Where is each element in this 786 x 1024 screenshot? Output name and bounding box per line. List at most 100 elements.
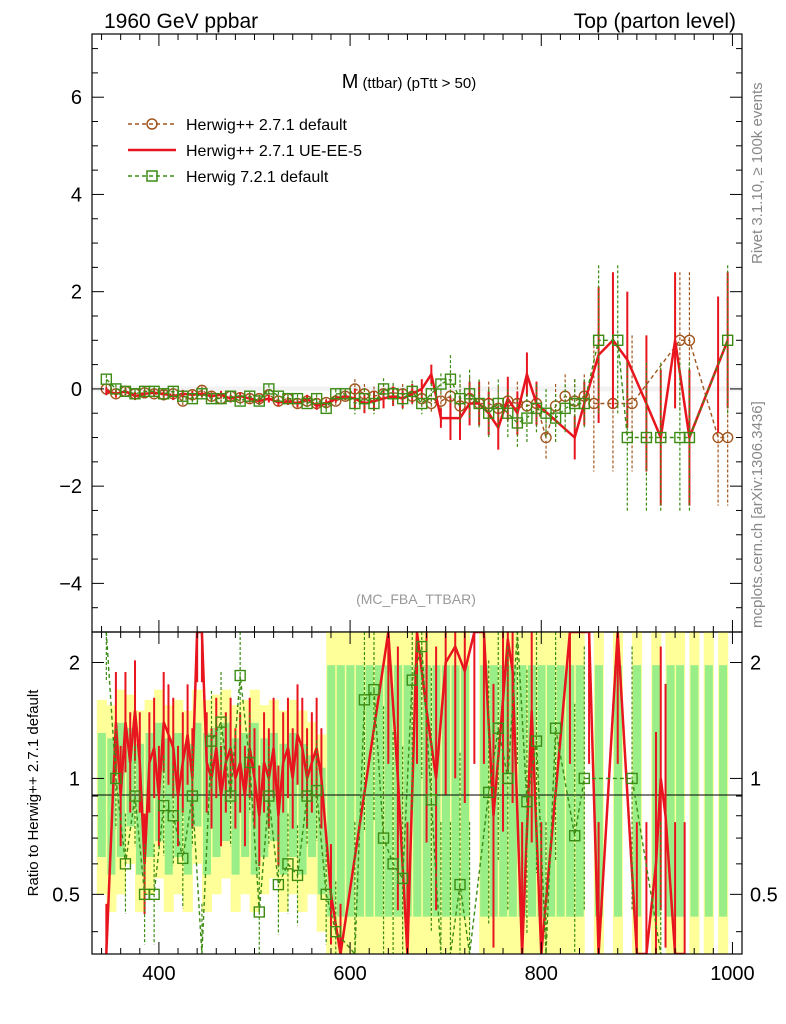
line-h721 <box>105 339 729 439</box>
point-h721 <box>482 407 495 419</box>
y-tick-label: −2 <box>59 476 82 498</box>
point-h721 <box>640 431 653 444</box>
ratio-point-h721 <box>167 810 179 822</box>
uncertainty-band-green <box>666 665 675 917</box>
ratio-point-h721 <box>425 794 438 806</box>
series-h721 <box>100 265 734 513</box>
ratio-point-h721 <box>454 878 466 891</box>
ratio-point-h721 <box>282 858 294 870</box>
ratio-point-h721 <box>569 830 581 842</box>
legend: Herwig++ 2.7.1 default Herwig++ 2.7.1 UE… <box>128 117 362 186</box>
y-tick-label: −4 <box>59 573 82 595</box>
ratio-point-h721 <box>244 756 256 769</box>
ratio-y-tick-label-right: 2 <box>750 652 761 674</box>
ratio-point-h721 <box>482 786 495 799</box>
point-h721 <box>444 373 457 385</box>
ratio-point-h721 <box>310 784 323 797</box>
ratio-point-h721 <box>157 799 170 812</box>
ratio-point-h721 <box>148 888 160 901</box>
uncertainty-band-green <box>690 665 699 917</box>
x-tick-label: 800 <box>525 963 558 985</box>
point-h721 <box>621 431 633 444</box>
point-h721 <box>310 392 323 405</box>
ratio-y-tick-label: 0.5 <box>52 884 80 906</box>
point-h721 <box>578 397 590 410</box>
point-h721 <box>492 397 504 410</box>
analysis-tag: (MC_FBA_TTBAR) <box>356 591 476 607</box>
ratio-y-tick-label: 1 <box>69 768 80 790</box>
point-h721 <box>592 334 605 346</box>
ratio-plot-frame <box>91 631 743 955</box>
ratio-point-h721 <box>626 772 638 785</box>
point-h721 <box>339 388 352 400</box>
ratio-point-h721 <box>549 722 562 734</box>
ratio-point-h721 <box>358 694 371 706</box>
ratio-point-h721 <box>263 790 275 802</box>
point-h721 <box>502 407 514 419</box>
uncertainty-band-green <box>676 665 685 917</box>
point-default <box>540 431 552 444</box>
uncertainty-band-green <box>719 665 728 917</box>
legend-label-ueee5: Herwig++ 2.7.1 UE-EE-5 <box>186 143 362 160</box>
ratio-point-h721 <box>377 832 390 844</box>
y-tick-label: 6 <box>71 87 82 109</box>
ratio-point-h721 <box>416 640 428 653</box>
point-h721 <box>655 431 667 444</box>
ratio-point-h721 <box>330 925 342 938</box>
uncertainty-band-green <box>594 665 603 917</box>
uncertainty-band-green <box>183 743 192 875</box>
uncertainty-band-green <box>451 665 460 917</box>
legend-entry-h721: Herwig 7.2.1 default <box>128 169 329 186</box>
ratio-point-h721 <box>291 869 304 882</box>
legend-entry-default: Herwig++ 2.7.1 default <box>128 117 348 134</box>
point-h721 <box>473 397 485 410</box>
point-h721 <box>396 392 409 405</box>
rivet-version-label: Rivet 3.1.10, ≥ 100k events <box>749 82 766 264</box>
x-tick-label: 1000 <box>710 963 755 985</box>
uncertainty-band-green <box>298 743 307 875</box>
uncertainty-band-green <box>384 665 393 917</box>
uncertainty-band-green <box>336 665 345 917</box>
ratio-point-h721 <box>578 772 590 785</box>
ratio-point-h721 <box>110 772 122 785</box>
ratio-point-h721 <box>396 872 409 885</box>
point-h721 <box>263 383 275 395</box>
ratio-y-axis-label: Ratio to Herwig++ 2.7.1 default <box>25 689 42 897</box>
plot-title: M (ttbar) (pTtt > 50) <box>342 71 476 93</box>
point-h721 <box>406 385 418 398</box>
point-h721 <box>425 388 438 400</box>
uncertainty-band-green <box>613 665 623 917</box>
x-tick-label: 400 <box>142 963 175 985</box>
legend-entry-ueee5: Herwig++ 2.7.1 UE-EE-5 <box>128 143 362 160</box>
point-h721 <box>549 412 562 424</box>
x-tick-label: 600 <box>333 963 366 985</box>
legend-marker-h721 <box>146 170 158 182</box>
uncertainty-band-green <box>537 665 546 917</box>
line-ueee5 <box>105 338 729 443</box>
uncertainty-band-green <box>346 665 355 917</box>
header-left: 1960 GeV ppbar <box>104 10 258 33</box>
uncertainty-band-green <box>518 665 527 917</box>
ratio-point-h721 <box>186 790 199 802</box>
ratio-point-h721 <box>234 669 246 682</box>
line-default <box>105 339 728 441</box>
uncertainty-band-green <box>193 722 202 827</box>
ratio-point-h721 <box>272 878 285 891</box>
ratio-point-h721 <box>320 888 332 901</box>
uncertainty-band-green <box>633 665 642 917</box>
legend-label-h721: Herwig 7.2.1 default <box>186 169 329 186</box>
y-tick-label: 4 <box>71 184 82 206</box>
point-h721 <box>416 397 428 410</box>
ratio-point-h721 <box>224 790 237 802</box>
y-tick-label: 0 <box>71 379 82 401</box>
uncertainty-band-green <box>566 665 575 917</box>
ratio-series-h721 <box>105 632 662 954</box>
ratio-y-tick-label-right: 0.5 <box>750 884 778 906</box>
ratio-point-h721 <box>492 722 504 734</box>
uncertainty-band-green <box>327 665 336 917</box>
point-default <box>721 431 734 444</box>
ratio-y-tick-label: 2 <box>69 652 80 674</box>
point-h721 <box>253 395 265 407</box>
uncertainty-band-green <box>365 665 374 917</box>
